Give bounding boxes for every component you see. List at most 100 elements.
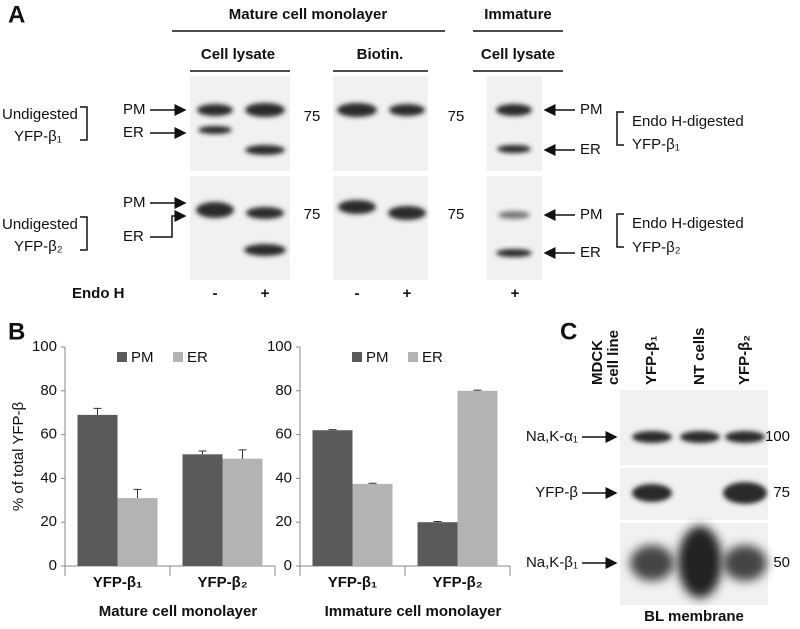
band (245, 103, 285, 117)
panel-b: 0 20 40 60 80 100 % of total YFP-β YFP-β₁ YFP-β₂… (10, 338, 511, 620)
y-tick-label: 20 (275, 513, 292, 530)
band (196, 202, 234, 218)
panel-a: A Mature cell monolayer Immature Cell ly… (2, 1, 744, 302)
lane-sign: - (355, 285, 360, 302)
bracket (616, 111, 624, 146)
error-bar (328, 429, 337, 431)
error-bar (198, 450, 207, 455)
x-tick-label: YFP-β₂ (433, 574, 483, 591)
lane-label: YFP-β₂ (736, 335, 753, 385)
y-tick-label: 0 (284, 557, 292, 574)
row-label: YFP-β₁ (14, 128, 62, 145)
lane-sign: - (213, 285, 218, 302)
row-label: Endo H-digested (632, 215, 744, 232)
row-label: Undigested (2, 216, 78, 233)
bar (352, 483, 393, 566)
bar (417, 522, 458, 566)
error-bar (473, 389, 482, 391)
band (678, 526, 722, 598)
arrow-label: ER (580, 141, 601, 158)
error-bar (93, 407, 102, 415)
error-bar (238, 449, 247, 459)
mw-marker: 50 (773, 554, 790, 571)
blot (620, 390, 768, 465)
y-tick-label: 60 (275, 426, 292, 443)
blot (190, 76, 290, 171)
mw-marker: 75 (448, 108, 465, 125)
footer: BL membrane (644, 608, 744, 625)
panel-label: C (560, 318, 577, 345)
band (496, 249, 532, 257)
band (338, 200, 376, 214)
legend-label: ER (187, 349, 208, 366)
row-label: Na,K-β₁ (526, 554, 578, 571)
panel-label: B (8, 318, 25, 345)
arrow-label: PM (580, 206, 603, 223)
bar (182, 454, 223, 566)
panel-c: C MDCK cell line YFP-β₁ NT cells YFP-β₂ … (526, 318, 790, 625)
arrow-label: ER (580, 244, 601, 261)
treatment-label: Endo H (72, 285, 125, 302)
subheader: Cell lysate (481, 46, 555, 63)
header: Immature (484, 6, 552, 23)
lane-sign: + (511, 285, 520, 302)
band (496, 104, 532, 116)
arrow-label: PM (123, 101, 146, 118)
bracket (80, 216, 88, 251)
blot (487, 176, 542, 280)
band (246, 207, 284, 219)
row-label: YFP-β₂ (14, 238, 63, 255)
mw-marker: 75 (773, 484, 790, 501)
y-tick-label: 60 (40, 426, 57, 443)
x-axis-title: Mature cell monolayer (99, 603, 258, 620)
lane-label: YFP-β₁ (643, 335, 660, 385)
mw-marker: 75 (304, 108, 321, 125)
x-axis-title: Immature cell monolayer (325, 603, 502, 620)
blot (487, 76, 542, 171)
x-tick-label: YFP-β₁ (93, 574, 143, 591)
band (497, 145, 531, 153)
header: Mature cell monolayer (229, 6, 388, 23)
blot (333, 76, 428, 171)
y-tick-label: 0 (49, 557, 57, 574)
band (389, 104, 425, 116)
x-tick-label: YFP-β₁ (328, 574, 378, 591)
mw-marker: 100 (765, 428, 790, 445)
band (680, 431, 720, 443)
blot (333, 176, 428, 280)
legend-swatch (408, 352, 418, 362)
legend-label: PM (366, 349, 389, 366)
band (723, 482, 767, 504)
lane-sign: + (261, 285, 270, 302)
y-tick-label: 20 (40, 513, 57, 530)
band (498, 211, 530, 219)
arrow-label: ER (123, 124, 144, 141)
band (244, 244, 286, 256)
legend-label: PM (131, 349, 154, 366)
band (632, 484, 672, 502)
bar (312, 430, 353, 566)
arrow-label: ER (123, 228, 144, 245)
arrow-label: PM (580, 101, 603, 118)
legend-swatch (352, 352, 362, 362)
column-title: cell line (605, 330, 622, 385)
band (630, 545, 674, 581)
y-tick-label: 40 (40, 469, 57, 486)
mw-marker: 75 (304, 206, 321, 223)
x-tick-label: YFP-β₂ (198, 574, 248, 591)
panel-label: A (8, 1, 25, 28)
bar (457, 390, 498, 566)
row-label: YFP-β (535, 484, 578, 501)
subheader: Biotin. (357, 46, 404, 63)
band (725, 431, 765, 443)
error-bar (133, 488, 142, 499)
arrow-label: PM (123, 194, 146, 211)
y-tick-label: 100 (267, 338, 292, 355)
legend-swatch (173, 352, 183, 362)
bracket (80, 106, 88, 141)
y-tick-label: 40 (275, 469, 292, 486)
y-tick-label: 80 (40, 382, 57, 399)
lane-sign: + (403, 285, 412, 302)
arrow (150, 210, 187, 238)
band (723, 545, 767, 581)
